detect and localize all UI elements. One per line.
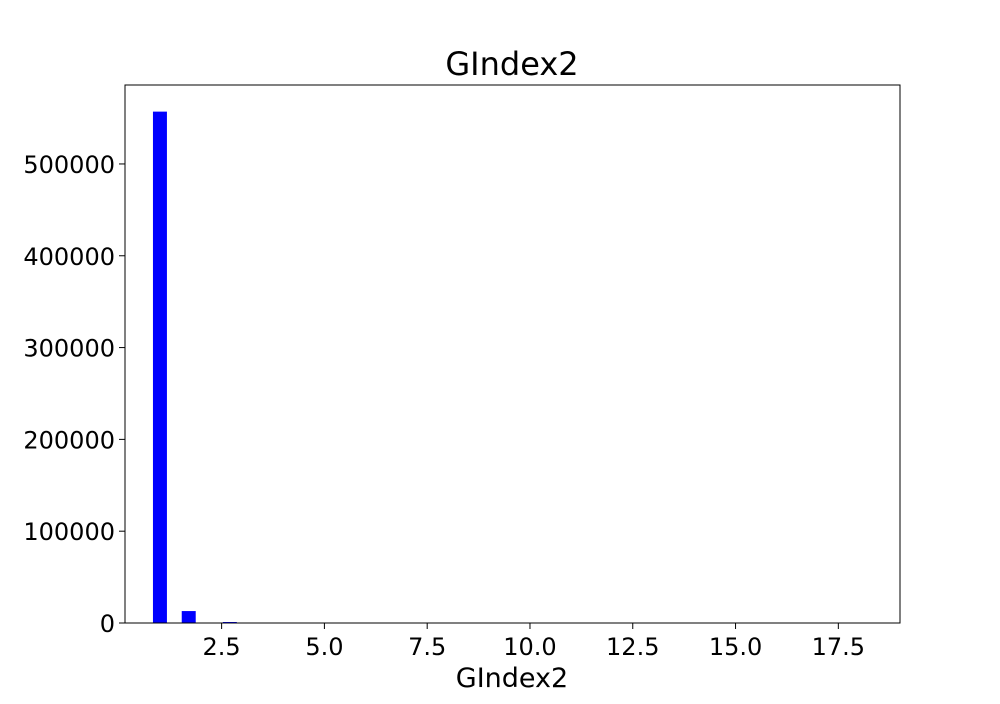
y-tick-label: 100000: [23, 518, 115, 546]
x-axis: 2.5 5.0 7.5 10.0 12.5 15.0 17.5: [203, 623, 865, 661]
histogram-bar: [181, 611, 196, 623]
y-tick-label: 500000: [23, 151, 115, 179]
y-tick-label: 300000: [23, 335, 115, 363]
histogram-bar: [152, 111, 167, 623]
y-tick-label: 0: [100, 610, 115, 638]
x-tick-label: 10.0: [503, 633, 556, 661]
x-tick-label: 2.5: [203, 633, 241, 661]
x-tick-label: 7.5: [408, 633, 446, 661]
y-axis: 0 100000 200000 300000 400000 500000: [23, 151, 125, 638]
x-axis-label: GIndex2: [456, 663, 568, 694]
y-tick-label: 400000: [23, 243, 115, 271]
x-tick-label: 17.5: [812, 633, 865, 661]
chart-title: GIndex2: [445, 45, 578, 83]
x-tick-label: 12.5: [606, 633, 659, 661]
plot-frame: [124, 84, 901, 624]
x-tick-label: 15.0: [709, 633, 762, 661]
x-tick-label: 5.0: [305, 633, 343, 661]
y-tick-label: 200000: [23, 426, 115, 454]
